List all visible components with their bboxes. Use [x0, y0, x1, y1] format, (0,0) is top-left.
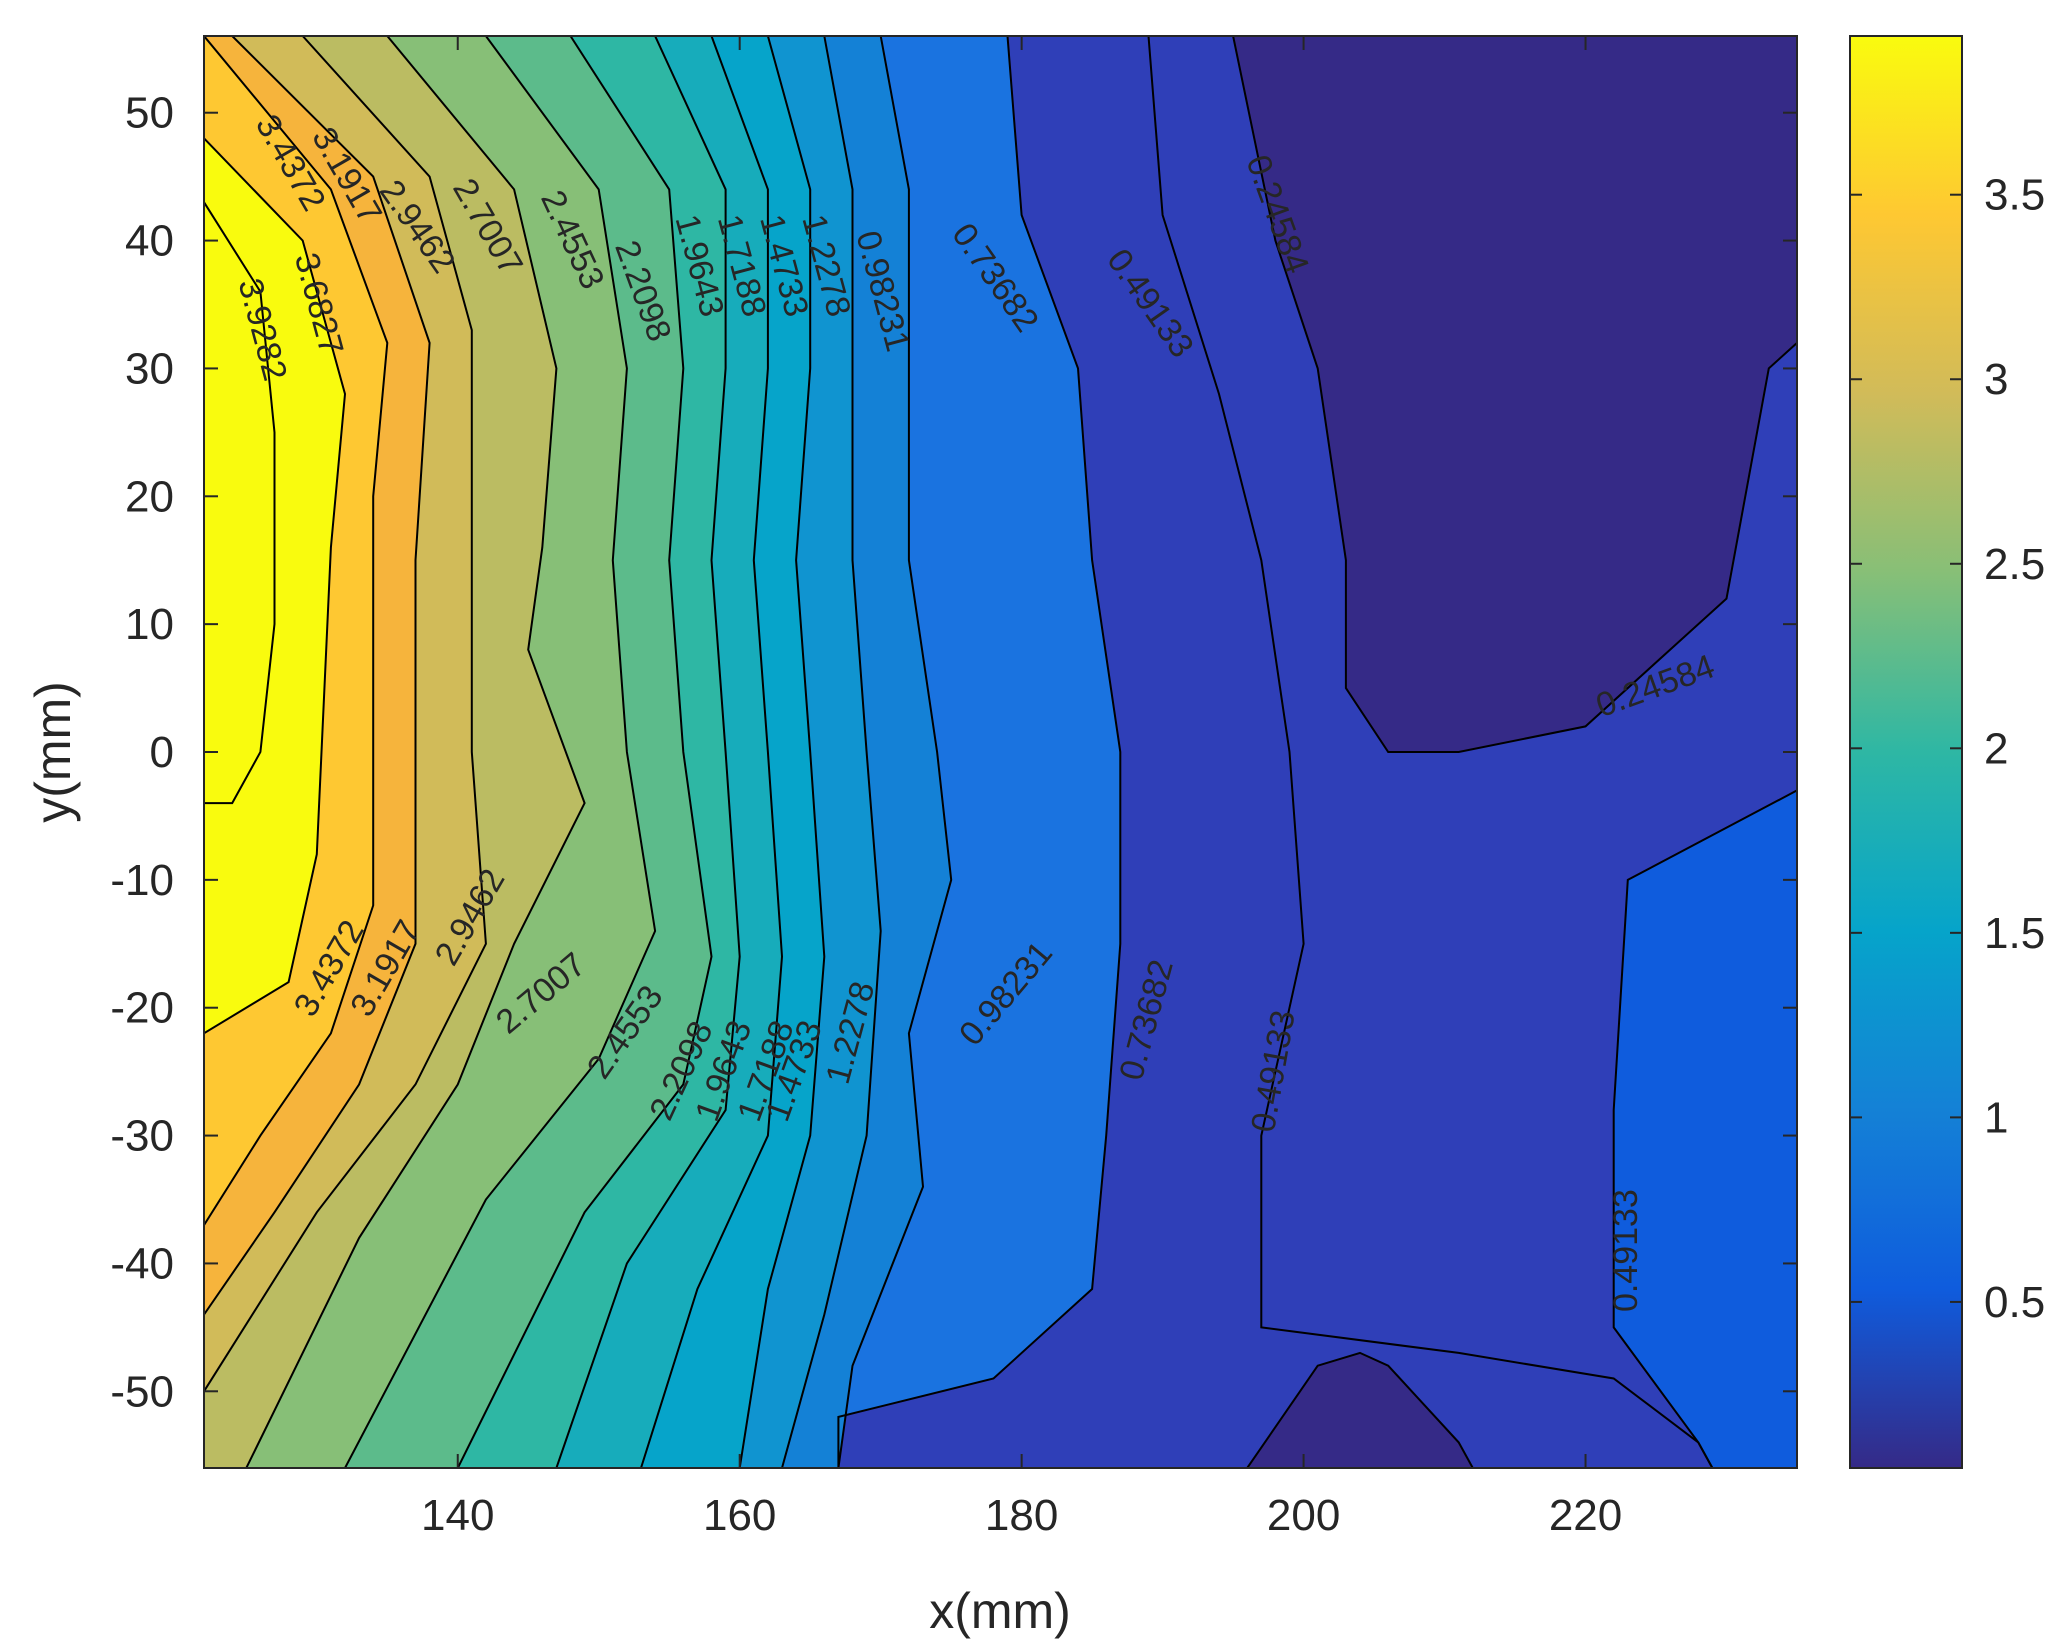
contour-line [738, 36, 826, 1468]
x-axis: 140 160 180 200 220 [421, 36, 1622, 1540]
contour-line [555, 36, 741, 1468]
contour-line [1147, 36, 1714, 1468]
y-tick-label: -50 [110, 1367, 174, 1416]
y-tick-label: 30 [125, 344, 174, 393]
y-tick-label: 40 [125, 217, 174, 266]
contour-band [204, 36, 275, 804]
x-tick-label: 220 [1549, 1491, 1622, 1540]
contour-line [1612, 789, 1797, 1468]
y-tick-label: 0 [150, 728, 174, 777]
colorbar-axis: 0.5 1 1.5 2 2.5 3 3.5 [1850, 171, 2045, 1327]
colorbar-tick-label: 1 [1984, 1093, 2008, 1142]
y-tick-label: -10 [110, 856, 174, 905]
contour-band [1613, 790, 1797, 1468]
contour-line [837, 36, 953, 1468]
contour-line [204, 36, 389, 1226]
y-tick-label: -40 [110, 1239, 174, 1288]
colorbar-tick-label: 2.5 [1984, 540, 2045, 589]
x-tick-label: 160 [703, 1491, 776, 1540]
contour-line [245, 36, 586, 1468]
contour-line [640, 36, 784, 1468]
contour-band [1247, 1352, 1473, 1468]
contour-line [837, 36, 1122, 1468]
contour-line [204, 137, 347, 1035]
y-tick-label: -30 [110, 1112, 174, 1161]
y-tick-label: -20 [110, 984, 174, 1033]
y-axis: 50 40 30 20 10 0 -10 -20 -30 -40 -50 [110, 89, 1797, 1416]
contour-line [344, 36, 657, 1468]
x-tick-label: 180 [985, 1491, 1058, 1540]
colorbar-tick-label: 3 [1984, 355, 2008, 404]
colorbar-tick-label: 1.5 [1984, 909, 2045, 958]
contour-line [204, 201, 276, 805]
contour-line [456, 36, 713, 1468]
y-tick-label: 50 [125, 89, 174, 138]
colorbar [1849, 35, 1963, 1469]
contour-line-layer [204, 36, 1797, 1468]
colorbar-tick-label: 2 [1984, 724, 2008, 773]
contour-line [1232, 36, 1797, 753]
contour-fill-layer [204, 36, 1797, 1468]
y-tick-label: 20 [125, 472, 174, 521]
x-tick-label: 140 [421, 1491, 494, 1540]
colorbar-tick-label: 0.5 [1984, 1278, 2045, 1327]
contour-band [1233, 36, 1797, 752]
contour-line [781, 36, 882, 1468]
y-axis-label: y(mm) [25, 681, 81, 823]
contour-line [204, 36, 431, 1316]
x-tick-label: 200 [1267, 1491, 1340, 1540]
contour-line [1246, 1351, 1474, 1468]
colorbar-tick-label: 3.5 [1984, 171, 2045, 220]
x-axis-label: x(mm) [929, 1583, 1071, 1639]
contour-label: 0.49133 [1607, 1189, 1645, 1312]
y-tick-label: 10 [125, 600, 174, 649]
contour-line [204, 36, 487, 1392]
